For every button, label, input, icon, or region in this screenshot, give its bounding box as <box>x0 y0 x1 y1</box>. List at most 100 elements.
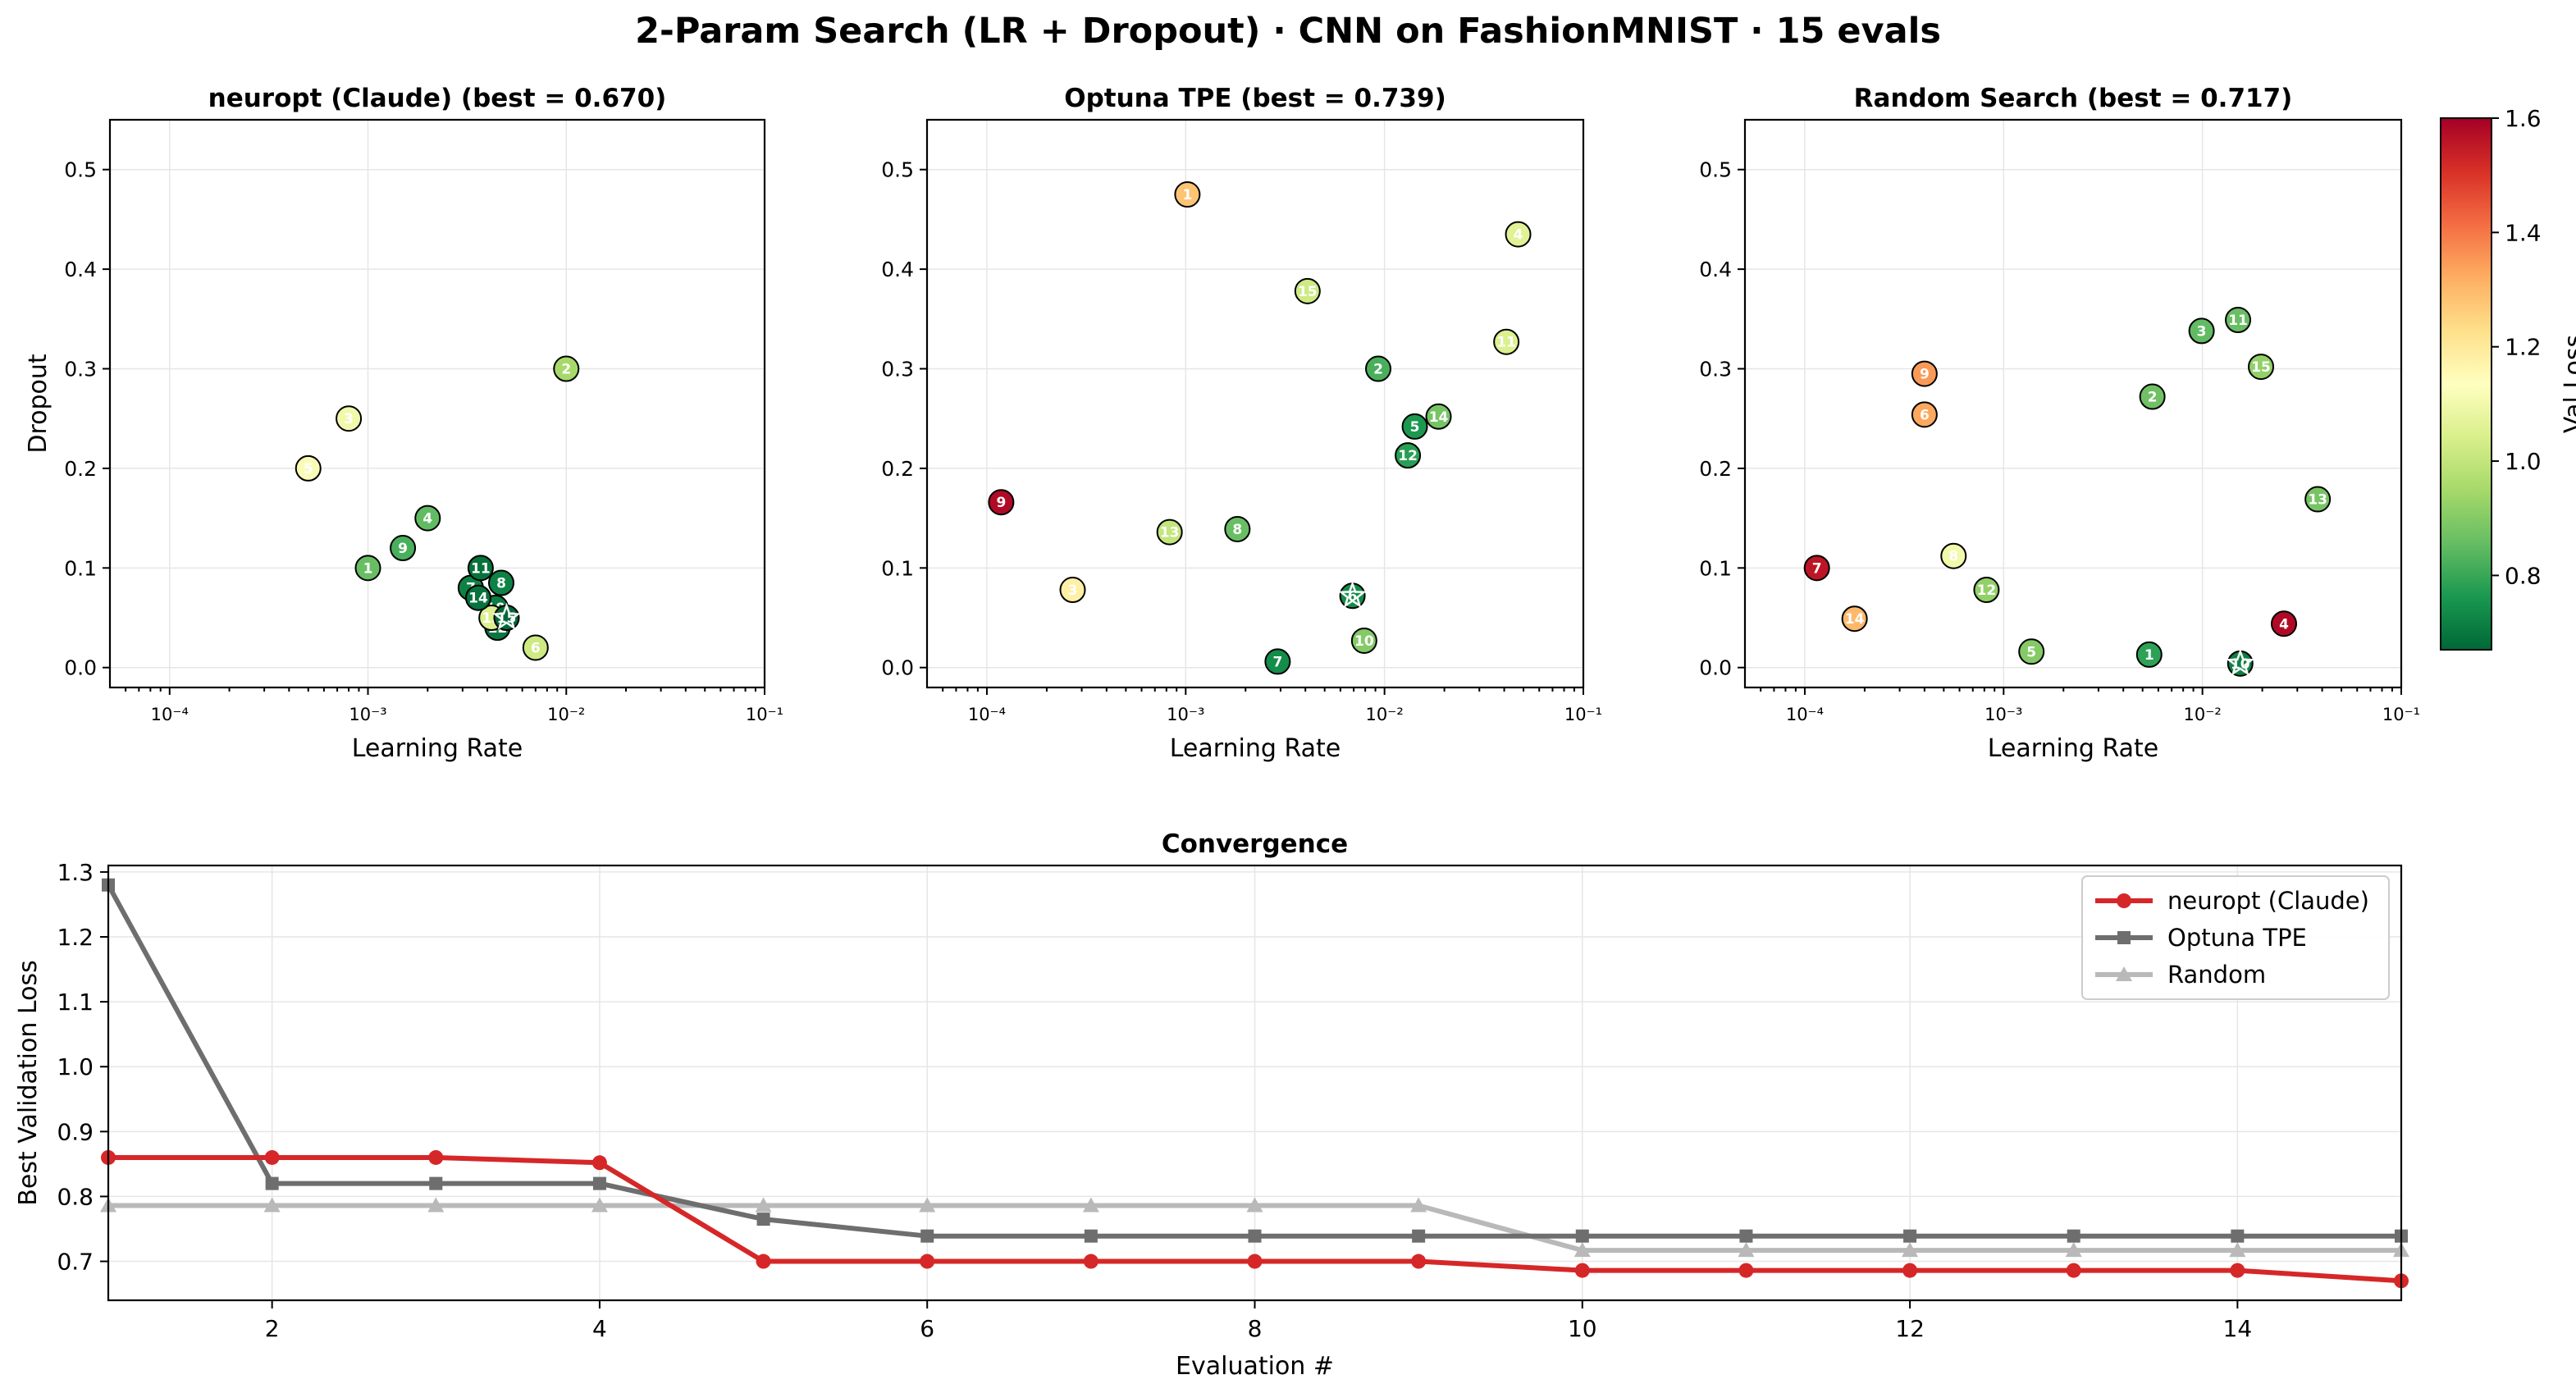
series-point <box>2067 1229 2080 1243</box>
scatter-point-14: 14 <box>1841 605 1868 633</box>
point-number: 15 <box>497 610 517 627</box>
best-star-core <box>1344 587 1362 604</box>
scatter-point-5: 5 <box>2018 638 2045 665</box>
scatter-point-11: 11 <box>2225 307 2252 334</box>
point-number: 11 <box>2228 313 2248 329</box>
point-number: 14 <box>468 591 488 607</box>
y-axis-label: Best Validation Loss <box>14 960 43 1205</box>
y-tick-label: 0.3 <box>64 358 97 381</box>
colorbar-label: Val Loss <box>2560 335 2576 433</box>
series-point <box>1246 1197 1263 1213</box>
point-number: 11 <box>1496 335 1516 351</box>
x-tick-label: 4 <box>592 1315 607 1342</box>
scatter-point-1: 1 <box>2135 641 2163 668</box>
colorbar-tick-label: 0.8 <box>2505 562 2542 589</box>
colorbar-tick-label: 1.0 <box>2505 448 2542 475</box>
x-tick-label: 10⁻² <box>547 705 585 724</box>
point-marker <box>1973 577 2000 604</box>
x-tick-label: 10⁻⁴ <box>151 705 189 724</box>
point-marker <box>2304 486 2332 513</box>
y-tick-label: 0.5 <box>1699 158 1732 182</box>
point-marker <box>1365 355 1392 382</box>
y-tick-label: 0.4 <box>64 258 97 281</box>
scatter-point-6: 6 <box>1338 580 1368 610</box>
series-point <box>1083 1254 1098 1269</box>
panel-title: Random Search (best = 0.717) <box>1854 84 2293 113</box>
series-point <box>429 1176 443 1190</box>
series-point <box>427 1197 445 1213</box>
point-marker <box>464 584 491 611</box>
series-point <box>265 1176 279 1190</box>
point-number: 10 <box>2231 656 2250 673</box>
scatter-point-10: 10 <box>2226 648 2255 677</box>
scatter-point-12: 12 <box>1395 442 1422 469</box>
y-tick-label: 0.8 <box>57 1183 94 1210</box>
point-number: 1 <box>2144 647 2154 664</box>
point-number: 13 <box>2308 492 2327 509</box>
scatter-point-2: 2 <box>553 355 580 382</box>
series-point <box>592 1176 606 1190</box>
point-number: 6 <box>531 640 541 656</box>
point-marker <box>1911 401 1938 428</box>
scatter-point-15: 15 <box>2248 354 2275 381</box>
point-number: 15 <box>2251 359 2271 376</box>
point-marker <box>2270 610 2297 637</box>
series-point <box>2231 1229 2245 1243</box>
point-number: 7 <box>1272 654 1282 670</box>
colorbar-tick-label: 1.6 <box>2505 105 2542 132</box>
y-tick-label: 0.0 <box>1699 656 1732 680</box>
legend-label: neuropt (Claude) <box>2167 887 2369 915</box>
point-number: 15 <box>1298 284 1318 300</box>
scatter-point-3: 3 <box>1059 577 1086 604</box>
series-point <box>1247 1254 1263 1269</box>
scatter-point-3: 3 <box>2188 317 2215 345</box>
point-marker <box>1493 328 1520 355</box>
point-number: 12 <box>1398 448 1418 464</box>
point-marker <box>1350 627 1377 654</box>
scatter-point-7: 7 <box>1264 648 1291 675</box>
series-point <box>1412 1229 1426 1243</box>
series-point <box>428 1149 444 1165</box>
y-tick-label: 0.9 <box>57 1118 94 1145</box>
point-number: 9 <box>398 541 408 557</box>
y-tick-label: 0.3 <box>1699 358 1732 381</box>
x-tick-label: 10⁻³ <box>1167 705 1204 724</box>
point-marker <box>354 555 381 582</box>
series-point <box>919 1197 936 1213</box>
point-number: 4 <box>1514 227 1523 244</box>
point-number: 3 <box>1068 582 1078 599</box>
series-point <box>1738 1242 1755 1258</box>
point-number: 4 <box>422 511 432 528</box>
point-marker <box>1803 555 1830 582</box>
figure-title: 2-Param Search (LR + Dropout) · CNN on F… <box>635 11 1941 52</box>
point-marker <box>1425 403 1452 430</box>
y-axis-label: Dropout <box>24 354 53 454</box>
series-point <box>2229 1242 2246 1258</box>
scatter-point-2: 2 <box>1365 355 1392 382</box>
panel-frame <box>108 118 766 689</box>
legend-frame <box>2081 875 2390 1000</box>
legend-marker <box>2116 966 2132 981</box>
point-marker <box>390 535 417 562</box>
colorbar: 0.8 1.0 1.2 1.4 1.6 Val Loss <box>2440 105 2576 651</box>
series-random <box>100 1197 2409 1258</box>
point-number: 8 <box>1948 549 1958 565</box>
best-star-core <box>2231 654 2249 671</box>
point-number: 1 <box>1182 187 1192 203</box>
point-marker <box>336 405 363 432</box>
panel-title: Optuna TPE (best = 0.739) <box>1064 84 1446 113</box>
y-tick-label: 0.2 <box>1699 457 1732 481</box>
legend-entry: neuropt (Claude) <box>2095 887 2369 915</box>
x-tick-label: 14 <box>2223 1315 2253 1342</box>
series-point <box>264 1149 280 1165</box>
point-number: 2 <box>2148 390 2158 406</box>
y-tick-label: 0.2 <box>64 457 97 481</box>
point-number: 5 <box>304 461 313 477</box>
point-number: 2 <box>561 362 571 378</box>
scatter-point-5: 5 <box>1401 413 1428 440</box>
colorbar-fill <box>2441 118 2492 650</box>
scatter-point-4: 4 <box>414 505 441 532</box>
